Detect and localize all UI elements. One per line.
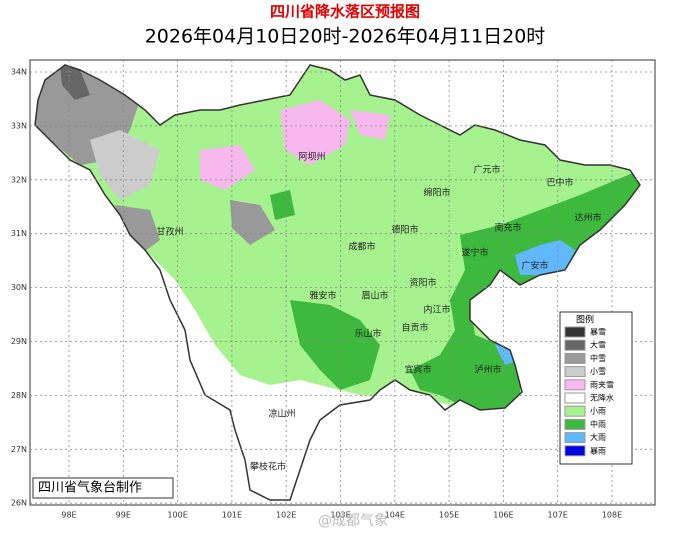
grid: 34N 33N 32N 31N 30N 29N 28N 27N 26N 98E 99E 100E 101… [11, 60, 655, 520]
lat-label: 33N [11, 121, 27, 130]
legend-swatch [564, 432, 586, 444]
title: 四川省降水落区预报图 [270, 3, 420, 21]
legend-label: 大雨 [590, 432, 606, 442]
city-label: 雅安市 [309, 290, 336, 302]
city-label: 德阳市 [391, 224, 418, 236]
legend-label: 小雨 [590, 407, 606, 416]
city-label: 遂宁市 [461, 247, 488, 259]
legend-swatch [564, 326, 586, 338]
lat-label: 32N [11, 175, 27, 184]
watermark: @成都气象 [318, 513, 388, 529]
city-label: 眉山市 [361, 290, 388, 302]
legend-label: 暴雨 [590, 446, 606, 455]
city-label: 广安市 [521, 260, 548, 272]
footer-box [32, 477, 174, 499]
city-label: 巴中市 [546, 177, 573, 189]
legend-title: 图例 [576, 314, 594, 326]
legend-swatch [564, 379, 586, 391]
legend-label: 大雪 [590, 340, 606, 350]
city-label: 自贡市 [401, 322, 428, 334]
city-label: 阿坝州 [298, 152, 325, 163]
legend-label: 雨夹雪 [590, 379, 614, 389]
lon-label: 98E [61, 511, 76, 520]
lat-label: 30N [11, 283, 27, 292]
legend-swatch [564, 366, 586, 378]
legend-swatch [564, 339, 586, 351]
lat-label: 29N [11, 337, 27, 346]
city-label: 资阳市 [409, 277, 436, 289]
lat-label: 27N [11, 445, 27, 454]
city-label: 南充市 [494, 222, 521, 234]
legend-label: 中雨 [590, 419, 606, 429]
legend-swatch [564, 352, 586, 364]
lon-label: 101E [222, 511, 242, 520]
city-label: 成都市 [348, 241, 375, 253]
city-label: 广元市 [473, 164, 500, 176]
lon-label: 105E [439, 511, 459, 520]
legend-label: 小雪 [590, 367, 606, 376]
lat-label: 28N [11, 391, 27, 400]
lon-label: 106E [493, 511, 513, 520]
city-label: 内江市 [423, 304, 450, 316]
city-label: 达州市 [574, 212, 601, 224]
legend-swatch [564, 418, 586, 430]
lon-label: 99E [116, 511, 131, 520]
lon-label: 103E [330, 511, 350, 520]
legend-swatch [564, 445, 586, 457]
legend-label: 暴雪 [590, 328, 606, 337]
legend-swatch [564, 405, 586, 417]
lat-label: 31N [11, 229, 27, 238]
legend-label: 无降水 [590, 393, 614, 403]
lat-label: 34N [11, 68, 27, 77]
city-label: 甘孜州 [156, 226, 183, 238]
lon-label: 107E [548, 511, 568, 520]
city-label: 泸州市 [474, 364, 501, 376]
city-label: 凉山州 [268, 408, 295, 420]
city-label: 绵阳市 [423, 187, 450, 199]
footer: 四川省气象台制作 [38, 480, 142, 496]
lon-label: 102E [276, 511, 296, 520]
lat-label: 26N [11, 499, 27, 508]
lon-label: 104E [385, 511, 405, 520]
lon-label: 100E [167, 511, 187, 520]
city-label: 乐山市 [354, 328, 381, 340]
legend-swatch [564, 392, 586, 404]
city-label: 宜宾市 [404, 364, 431, 376]
city-label: 攀枝花市 [250, 461, 286, 473]
legend-label: 中雪 [590, 353, 606, 363]
subtitle: 2026年04月10日20时-2026年04月11日20时 [145, 26, 546, 48]
lon-label: 108E [602, 511, 622, 520]
